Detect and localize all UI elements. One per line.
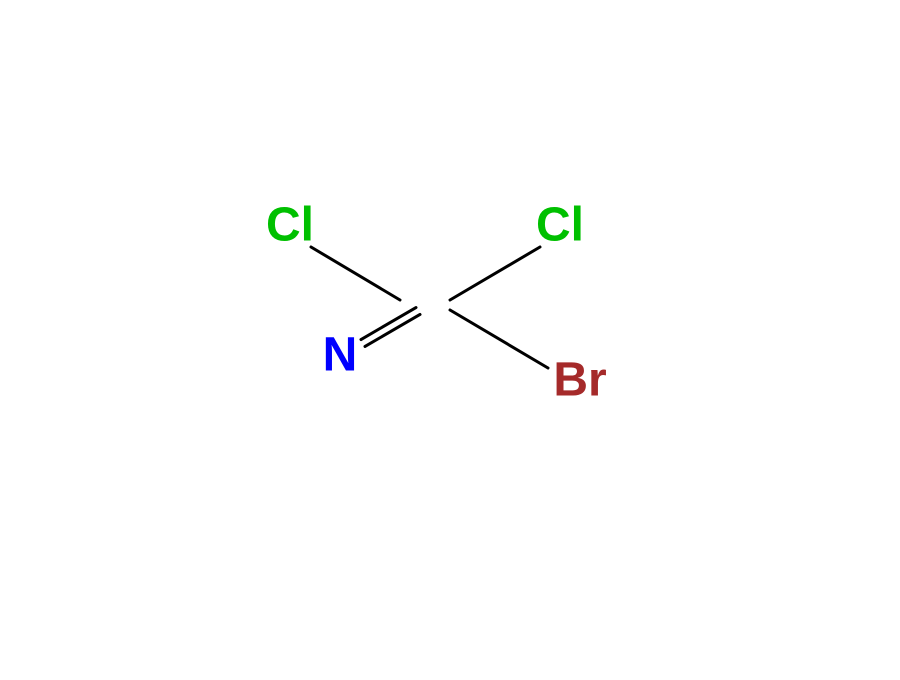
atom-cl-left: Cl	[266, 198, 314, 253]
atom-cl-right: Cl	[536, 198, 584, 253]
bond-layer	[0, 0, 900, 680]
atom-br: Br	[553, 353, 606, 408]
molecule-canvas: Cl Cl N Br	[0, 0, 900, 680]
atom-n: N	[323, 328, 358, 383]
